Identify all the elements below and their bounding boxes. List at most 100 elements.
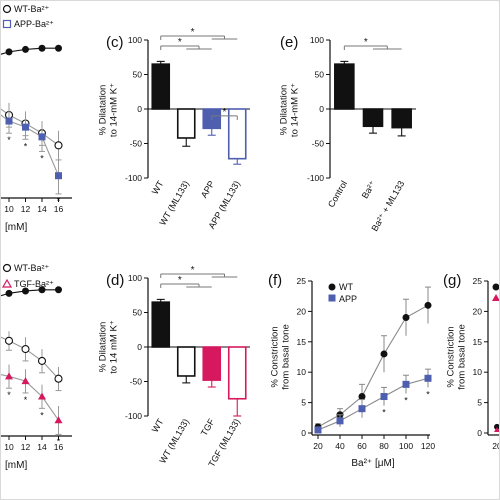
sig-star-b: * (24, 395, 28, 405)
legend-b-item-2: TGF-Ba²⁺ (14, 279, 54, 289)
y-tick-label-g: 20 (473, 306, 483, 316)
data-point-f-app (358, 405, 366, 413)
y-tick-label-c: 100 (128, 35, 142, 45)
legend-marker-wt (328, 283, 336, 291)
data-point-b-wt-ba (37, 356, 47, 365)
bar-e-0 (334, 63, 355, 110)
data-point-b-tgf-ba (38, 392, 46, 400)
legend-marker-app (328, 294, 336, 302)
category-label-e-0: Control (326, 179, 349, 209)
y-tick-label-c: 50 (133, 70, 143, 80)
y-tick-label-f: 15 (297, 337, 307, 347)
y-tick-label-g: 0 (477, 428, 482, 438)
bar-d-1 (176, 346, 196, 377)
y-axis-label-g: % Constriction from basal tone (446, 324, 468, 389)
sig-star-a: * (24, 141, 28, 151)
y-tick-label-f: 5 (301, 398, 306, 408)
x-tick-label-g: 20 (492, 441, 500, 451)
y-tick-label-d: 0 (137, 342, 142, 352)
category-label-d-0: WT (150, 417, 166, 435)
sig-star-b: * (7, 390, 11, 400)
y-axis-label-f: % Constriction from basal tone (270, 324, 292, 389)
data-point-a-wt (38, 44, 46, 52)
legend-b-item-1: WT-Ba²⁺ (14, 263, 49, 273)
bar-e-2 (391, 108, 412, 129)
legend-a-item-1: WT-Ba²⁺ (14, 4, 49, 14)
data-point-f-app (402, 380, 410, 388)
x-tick-label-a: 16 (54, 204, 64, 214)
sig-star-f: * (404, 395, 408, 405)
data-point-f-app (314, 426, 322, 434)
x-tick-label-a: 14 (37, 204, 47, 214)
data-point-g-0 (494, 423, 500, 430)
data-point-a-app-ba (38, 133, 46, 141)
y-axis-label-d: % Dilatation to 14 mM K⁺ (98, 320, 120, 374)
category-label-c-2: APP (199, 179, 217, 200)
data-point-b-wt-ba (54, 374, 63, 383)
data-point-a-app-ba (22, 123, 29, 131)
x-tick-label-f: 100 (399, 441, 413, 451)
y-tick-label-d: -100 (125, 411, 142, 421)
x-axis-label-a: [mM] (5, 222, 27, 233)
y-tick-label-c: -100 (125, 173, 142, 183)
panel-letter-e: (e) (280, 34, 298, 51)
y-axis-label-c-line: to 14-mM K⁺ (109, 83, 120, 137)
data-point-b-wt-ba (21, 345, 30, 354)
data-point-b-tgf-ba (21, 377, 30, 385)
y-tick-label-e: 100 (310, 35, 324, 45)
series-line-f-1 (317, 377, 429, 431)
sig-star-b: * (57, 436, 61, 446)
data-point-f-wt (380, 350, 388, 358)
x-tick-label-f: 40 (335, 441, 345, 451)
legend-marker-g-0 (492, 283, 500, 291)
bar-e-1 (362, 108, 384, 128)
y-tick-label-g: 15 (473, 337, 483, 347)
y-axis-label-f-line: % Constriction (270, 326, 281, 387)
panel-letter-d: (d) (106, 272, 124, 289)
x-tick-label-b: 10 (4, 442, 14, 452)
bar-c-1 (176, 108, 196, 139)
legend-label-app: APP (339, 294, 357, 304)
panel-letter-g: (g) (443, 272, 461, 289)
data-point-f-wt (424, 301, 432, 309)
data-point-a-app-ba (5, 117, 13, 125)
sig-star-e: * (364, 37, 368, 48)
y-tick-label-e: -50 (312, 139, 325, 149)
data-point-a-wt (22, 45, 29, 53)
y-tick-label-f: 20 (297, 306, 307, 316)
y-axis-label-c-line: % Dilatation (98, 85, 109, 136)
y-axis-label-f-line: from basal tone (281, 324, 292, 389)
y-tick-label-g: 25 (473, 276, 483, 286)
x-tick-label-f: 60 (357, 441, 367, 451)
data-point-g-1 (494, 426, 500, 432)
x-tick-label-f: 20 (313, 441, 323, 451)
data-point-a-wt-ba (54, 141, 63, 150)
data-point-f-wt (358, 393, 366, 401)
sig-star-c: * (223, 107, 227, 118)
x-tick-label-b: 16 (54, 442, 64, 452)
sig-star-d: * (191, 265, 195, 276)
bar-c-0 (151, 63, 171, 110)
y-tick-label-e: 50 (315, 70, 325, 80)
data-point-f-app (336, 417, 344, 425)
sig-star-c: * (191, 27, 195, 38)
legend-marker-wt-ba (2, 263, 12, 273)
data-point-a-wt (5, 48, 13, 56)
y-axis-label-e: % Dilatation to 14-mM K⁺ (279, 83, 301, 137)
panel-letter-f: (f) (268, 272, 282, 289)
y-axis-label-d-line: to 14 mM K⁺ (109, 320, 120, 374)
data-point-b-wt (5, 289, 13, 297)
y-tick-label-d: -50 (130, 377, 143, 387)
x-tick-label-a: 10 (4, 204, 14, 214)
y-tick-label-e: -100 (307, 173, 324, 183)
category-label-e-1: Ba²⁺ (360, 179, 378, 200)
sig-star-d: * (178, 275, 182, 286)
sig-star-a: * (57, 196, 61, 206)
x-tick-label-b: 12 (21, 442, 31, 452)
data-point-b-wt-ba (4, 336, 14, 345)
data-point-b-wt (38, 286, 46, 294)
y-axis-label-e-line: to 14-mM K⁺ (290, 83, 301, 137)
x-axis-label-f: Ba²⁺ [μM] (351, 458, 394, 469)
panel-letter-c: (c) (106, 34, 124, 51)
